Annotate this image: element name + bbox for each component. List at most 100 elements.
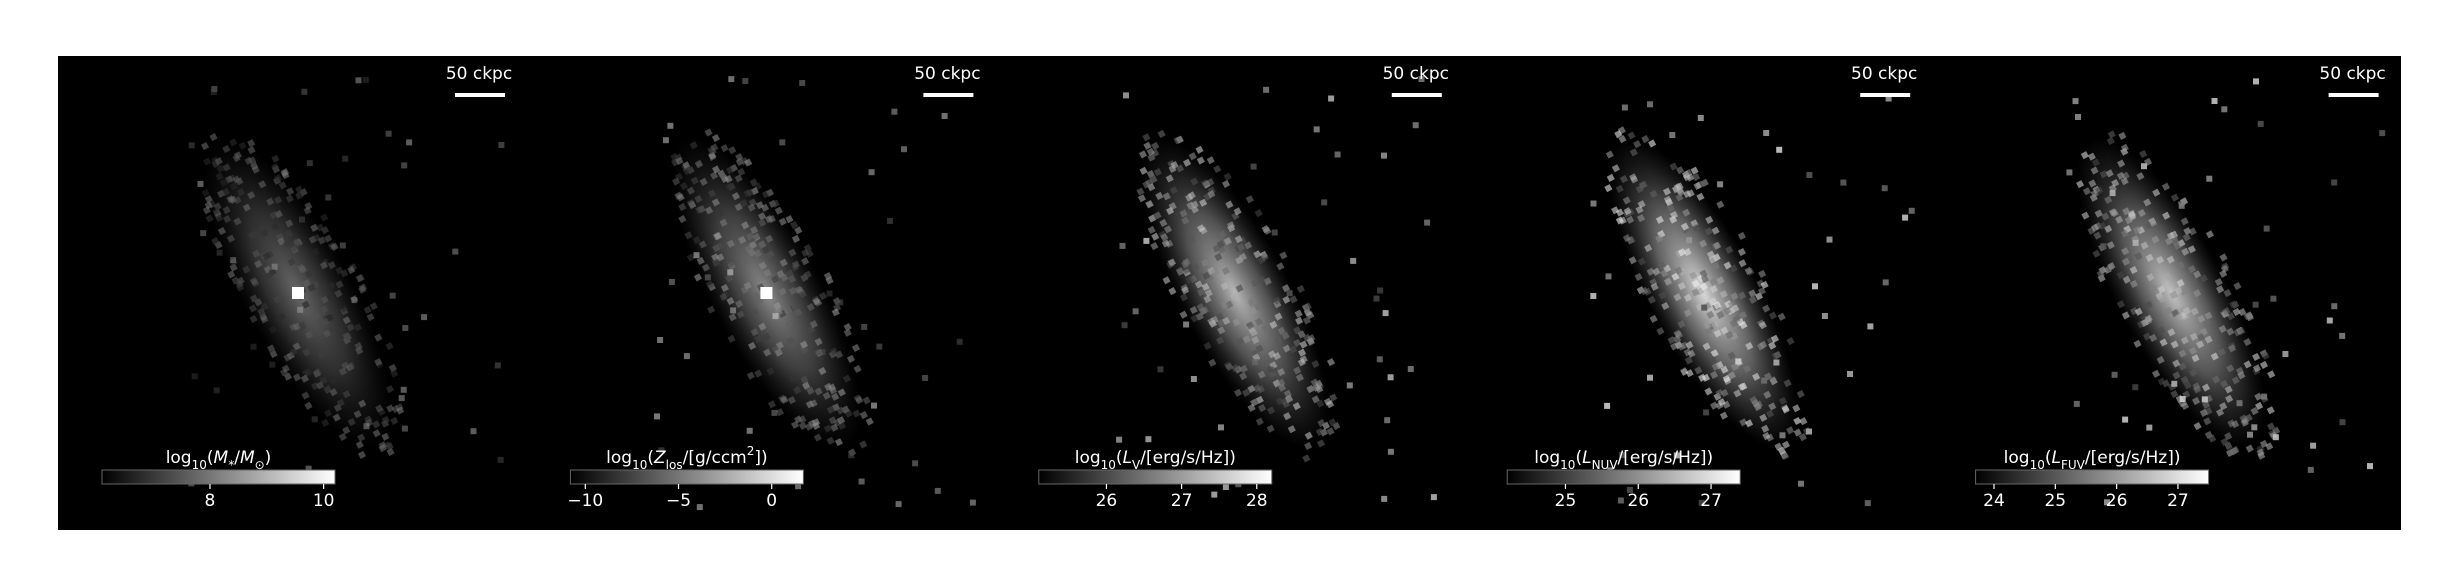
pixel xyxy=(686,253,695,262)
pixel xyxy=(2109,190,2116,197)
pixel xyxy=(1311,395,1320,404)
colorbar-tick-label: 25 xyxy=(2044,491,2066,511)
pixel xyxy=(1615,216,1624,225)
pixel xyxy=(1713,329,1722,338)
pixel xyxy=(1299,355,1308,364)
pixel xyxy=(406,139,413,146)
pixel xyxy=(287,257,296,266)
pixel xyxy=(297,322,306,332)
pixel xyxy=(1203,295,1212,304)
pixel xyxy=(1147,153,1156,162)
pixel xyxy=(799,340,808,349)
pixel xyxy=(1292,402,1301,411)
pixel xyxy=(831,308,840,317)
pixel xyxy=(1244,241,1253,250)
pixel xyxy=(1314,379,1323,388)
pixel xyxy=(1277,326,1286,335)
pixel xyxy=(2151,369,2161,378)
pixel xyxy=(213,387,220,394)
pixel xyxy=(1605,273,1612,280)
pixel xyxy=(1711,226,1720,235)
pixel xyxy=(1226,221,1236,230)
label-part: /[erg/s/Hz]) xyxy=(2085,448,2181,468)
pixel xyxy=(378,441,387,450)
pixel xyxy=(1673,293,1682,302)
pixel xyxy=(727,269,734,276)
pixel xyxy=(2232,307,2241,317)
pixel xyxy=(232,154,241,163)
pixel xyxy=(2252,352,2261,361)
pixel xyxy=(1302,303,1311,312)
pixel xyxy=(2172,371,2181,380)
pixel xyxy=(1689,271,1698,280)
pixel xyxy=(391,405,400,414)
pixel xyxy=(1232,318,1241,327)
pixel xyxy=(791,234,801,243)
pixel xyxy=(725,182,734,191)
pixel xyxy=(1214,253,1223,262)
pixel xyxy=(222,205,231,215)
pixel xyxy=(2254,392,2263,401)
pixel xyxy=(758,240,767,249)
pixel xyxy=(357,450,367,459)
pixel xyxy=(225,175,234,184)
pixel xyxy=(837,421,846,430)
pixel xyxy=(2215,408,2225,417)
pixel xyxy=(1698,373,1707,382)
pixel xyxy=(1167,258,1176,267)
pixel xyxy=(223,214,232,224)
pixel xyxy=(346,323,355,332)
pixel xyxy=(2226,312,2235,321)
pixel xyxy=(295,185,304,194)
label-part: 10 xyxy=(632,458,647,472)
pixel xyxy=(837,299,844,306)
label-part: /[g/ccm xyxy=(683,448,747,468)
pixel xyxy=(1176,267,1185,276)
pixel xyxy=(274,210,283,219)
pixel xyxy=(1252,359,1259,366)
pixel xyxy=(1217,326,1226,335)
pixel xyxy=(1211,268,1220,277)
pixel xyxy=(1709,277,1718,286)
pixel xyxy=(1233,207,1242,216)
pixel xyxy=(746,427,753,434)
pixel xyxy=(956,338,963,345)
pixel xyxy=(385,385,395,394)
pixel xyxy=(1251,335,1260,345)
pixel xyxy=(754,335,763,344)
pixel xyxy=(210,89,217,95)
pixel xyxy=(1687,349,1696,358)
pixel xyxy=(1249,328,1258,337)
pixel xyxy=(1222,484,1229,490)
pixel xyxy=(1702,342,1711,351)
pixel xyxy=(1267,366,1274,373)
pixel xyxy=(363,305,372,315)
pixel xyxy=(1175,266,1185,275)
pixel xyxy=(1759,413,1768,422)
pixel xyxy=(1317,419,1326,428)
pixel xyxy=(1699,282,1708,291)
pixel xyxy=(731,192,741,201)
pixel xyxy=(1649,189,1658,198)
pixel xyxy=(1768,341,1777,350)
pixel xyxy=(283,353,292,362)
pixel xyxy=(775,267,784,276)
pixel xyxy=(364,415,373,424)
colorbar-tick-label: 27 xyxy=(2167,491,2189,511)
pixel xyxy=(1253,384,1262,393)
pixel xyxy=(1670,342,1679,351)
pixel xyxy=(1155,191,1164,201)
label-part: 2 xyxy=(747,444,755,458)
label-part: L xyxy=(1123,448,1132,468)
pixel xyxy=(353,410,362,419)
pixel xyxy=(1652,267,1661,276)
pixel xyxy=(385,442,394,451)
pixel xyxy=(1711,362,1720,371)
pixel xyxy=(1190,200,1199,209)
pixel xyxy=(377,407,386,416)
pixel xyxy=(1139,166,1148,175)
pixel xyxy=(1729,264,1738,273)
pixel xyxy=(796,286,805,295)
pixel xyxy=(715,242,724,251)
pixel xyxy=(725,166,735,175)
